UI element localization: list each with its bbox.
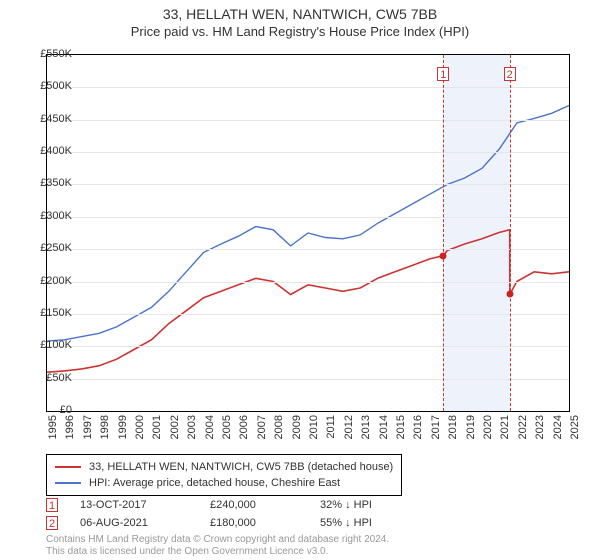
sale-row: 2 06-AUG-2021 £180,000 55% ↓ HPI bbox=[46, 514, 440, 532]
y-axis-label: £500K bbox=[28, 80, 72, 92]
chart-svg bbox=[47, 55, 569, 411]
y-axis-label: £250K bbox=[28, 242, 72, 254]
x-axis-label: 2018 bbox=[447, 415, 459, 439]
y-axis-label: £450K bbox=[28, 113, 72, 125]
x-axis-label: 2014 bbox=[378, 415, 390, 439]
grid-line bbox=[47, 152, 569, 153]
y-axis-label: £400K bbox=[28, 145, 72, 157]
x-axis-label: 1995 bbox=[47, 415, 59, 439]
chart-container: 33, HELLATH WEN, NANTWICH, CW5 7BB Price… bbox=[0, 0, 600, 560]
x-axis-label: 2019 bbox=[465, 415, 477, 439]
sale-diff: 55% ↓ HPI bbox=[320, 517, 440, 529]
grid-line bbox=[47, 346, 569, 347]
x-axis-label: 2008 bbox=[273, 415, 285, 439]
footnote-line: This data is licensed under the Open Gov… bbox=[46, 546, 389, 558]
legend-box: 33, HELLATH WEN, NANTWICH, CW5 7BB (deta… bbox=[46, 454, 402, 496]
x-axis-label: 2016 bbox=[412, 415, 424, 439]
y-axis-label: £300K bbox=[28, 210, 72, 222]
sale-date: 06-AUG-2021 bbox=[80, 517, 210, 529]
sale-diff: 32% ↓ HPI bbox=[320, 499, 440, 511]
title-block: 33, HELLATH WEN, NANTWICH, CW5 7BB Price… bbox=[0, 0, 600, 39]
sales-table: 1 13-OCT-2017 £240,000 32% ↓ HPI 2 06-AU… bbox=[46, 496, 440, 532]
x-axis-label: 2023 bbox=[534, 415, 546, 439]
title-subtitle: Price paid vs. HM Land Registry's House … bbox=[0, 24, 600, 39]
sale-marker-box: 2 bbox=[504, 67, 516, 81]
x-axis-label: 2021 bbox=[499, 415, 511, 439]
x-axis-label: 2022 bbox=[517, 415, 529, 439]
title-address: 33, HELLATH WEN, NANTWICH, CW5 7BB bbox=[0, 6, 600, 22]
footnote-line: Contains HM Land Registry data © Crown c… bbox=[46, 534, 389, 546]
y-axis-label: £50K bbox=[28, 372, 72, 384]
x-axis-label: 2024 bbox=[552, 415, 564, 439]
x-axis-label: 2011 bbox=[325, 415, 337, 439]
grid-line bbox=[47, 314, 569, 315]
legend-row: 33, HELLATH WEN, NANTWICH, CW5 7BB (deta… bbox=[55, 459, 393, 475]
y-axis-label: £100K bbox=[28, 339, 72, 351]
x-axis-label: 2002 bbox=[169, 415, 181, 439]
legend-label: 33, HELLATH WEN, NANTWICH, CW5 7BB (deta… bbox=[89, 459, 393, 475]
x-axis-label: 1996 bbox=[64, 415, 76, 439]
y-axis-label: £0 bbox=[28, 404, 72, 416]
x-axis-label: 2017 bbox=[430, 415, 442, 439]
sale-marker-icon: 1 bbox=[46, 498, 58, 512]
x-axis-label: 2004 bbox=[204, 415, 216, 439]
y-axis-label: £350K bbox=[28, 177, 72, 189]
legend-swatch bbox=[55, 466, 81, 468]
x-axis-label: 2025 bbox=[569, 415, 581, 439]
sale-marker-box: 1 bbox=[437, 67, 449, 81]
sale-dot bbox=[506, 291, 513, 298]
sale-row: 1 13-OCT-2017 £240,000 32% ↓ HPI bbox=[46, 496, 440, 514]
series-line-property bbox=[47, 230, 569, 372]
x-axis-label: 2007 bbox=[256, 415, 268, 439]
grid-line bbox=[47, 282, 569, 283]
x-axis-label: 1999 bbox=[117, 415, 129, 439]
series-line-hpi bbox=[47, 106, 569, 342]
y-axis-label: £550K bbox=[28, 48, 72, 60]
grid-line bbox=[47, 87, 569, 88]
sale-price: £180,000 bbox=[210, 517, 320, 529]
x-axis-label: 2010 bbox=[308, 415, 320, 439]
x-axis-label: 2015 bbox=[395, 415, 407, 439]
x-axis-label: 2006 bbox=[238, 415, 250, 439]
x-axis-label: 2020 bbox=[482, 415, 494, 439]
grid-line bbox=[47, 184, 569, 185]
x-axis-label: 1998 bbox=[99, 415, 111, 439]
chart-area: 1995199619971998199920002001200220032004… bbox=[46, 54, 570, 412]
x-axis-label: 2013 bbox=[360, 415, 372, 439]
x-axis-label: 2009 bbox=[291, 415, 303, 439]
x-axis-label: 2000 bbox=[134, 415, 146, 439]
y-axis-label: £200K bbox=[28, 275, 72, 287]
legend-label: HPI: Average price, detached house, Ches… bbox=[89, 475, 340, 491]
sale-date: 13-OCT-2017 bbox=[80, 499, 210, 511]
x-axis-label: 2005 bbox=[221, 415, 233, 439]
sale-vline bbox=[443, 55, 444, 411]
sale-price: £240,000 bbox=[210, 499, 320, 511]
y-axis-label: £150K bbox=[28, 307, 72, 319]
sale-vline bbox=[510, 55, 511, 411]
legend-swatch bbox=[55, 482, 81, 484]
legend-row: HPI: Average price, detached house, Ches… bbox=[55, 475, 393, 491]
grid-line bbox=[47, 249, 569, 250]
x-axis-label: 1997 bbox=[82, 415, 94, 439]
sale-marker-icon: 2 bbox=[46, 516, 58, 530]
x-axis-label: 2001 bbox=[151, 415, 163, 439]
grid-line bbox=[47, 120, 569, 121]
sale-dot bbox=[440, 252, 447, 259]
footnote: Contains HM Land Registry data © Crown c… bbox=[46, 534, 389, 558]
grid-line bbox=[47, 217, 569, 218]
x-axis-label: 2003 bbox=[186, 415, 198, 439]
x-axis-label: 2012 bbox=[343, 415, 355, 439]
grid-line bbox=[47, 379, 569, 380]
